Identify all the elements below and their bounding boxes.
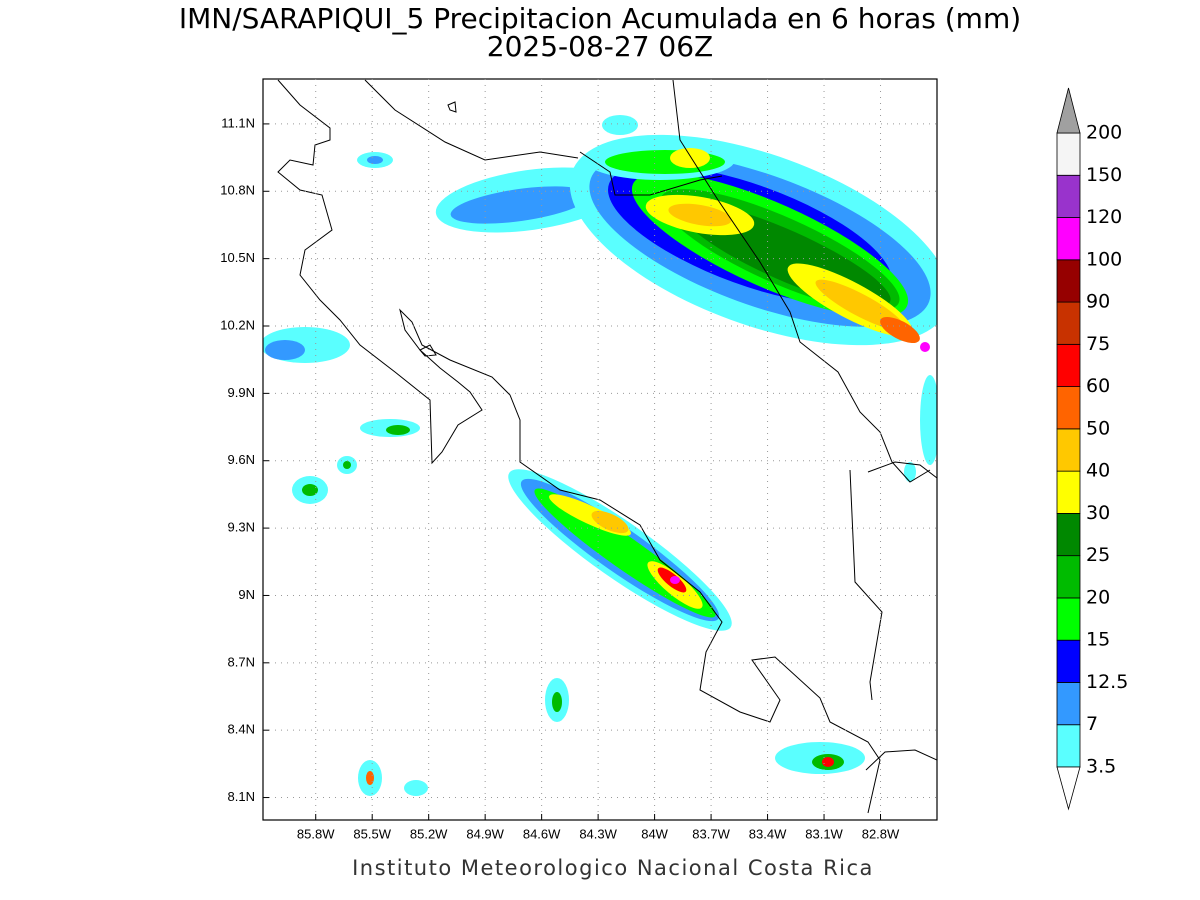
colorbar-label: 7: [1086, 713, 1098, 735]
x-tick-label: 84.3W: [579, 826, 617, 841]
colorbar-label: 75: [1086, 333, 1110, 355]
x-tick-label: 82.8W: [862, 826, 900, 841]
y-tick-label: 8.7N: [228, 654, 255, 669]
x-tick-label: 84.6W: [523, 826, 561, 841]
colorbar-label: 150: [1086, 164, 1122, 186]
colorbar-label: 120: [1086, 206, 1122, 228]
y-tick-label: 10.5N: [220, 250, 255, 265]
y-tick-label: 9.3N: [228, 520, 255, 535]
colorbar-box: [1056, 343, 1081, 388]
colorbar-box: [1056, 724, 1081, 768]
colorbar-label: 200: [1086, 122, 1122, 144]
x-tick-label: 84.9W: [466, 826, 504, 841]
precipitation-field: [263, 115, 937, 796]
x-tick-label: 83.4W: [749, 826, 787, 841]
colorbar-box: [1056, 555, 1081, 599]
colorbar-label: 12.5: [1086, 671, 1128, 693]
colorbar-label: 90: [1086, 291, 1110, 313]
y-tick-label: 10.2N: [220, 317, 255, 332]
colorbar-label: 3.5: [1086, 756, 1116, 778]
colorbar-box: [1056, 386, 1081, 430]
colorbar-box: [1056, 217, 1081, 261]
colorbar-label: 50: [1086, 417, 1110, 439]
colorbar-label: 25: [1086, 544, 1110, 566]
colorbar-box: [1056, 639, 1081, 683]
colorbar-box: [1056, 682, 1081, 726]
colorbar-under: [1056, 766, 1081, 811]
colorbar-box: [1056, 513, 1081, 557]
map-subtitle: 2025-08-27 06Z: [487, 30, 713, 63]
colorbar-box: [1056, 470, 1081, 514]
coastlines: [277, 79, 937, 814]
y-tick-label: 9.9N: [228, 385, 255, 400]
x-tick-label: 85.8W: [297, 826, 335, 841]
colorbar-box: [1056, 259, 1081, 303]
colorbar-box: [1056, 174, 1081, 218]
colorbar-label: 40: [1086, 460, 1110, 482]
x-tick-label: 85.5W: [353, 826, 391, 841]
x-tick-label: 83.1W: [805, 826, 843, 841]
colorbar-label: 60: [1086, 375, 1110, 397]
map-frame: [262, 78, 938, 821]
y-tick-label: 9N: [238, 587, 255, 602]
y-tick-label: 8.4N: [228, 722, 255, 737]
colorbar-label: 20: [1086, 586, 1110, 608]
colorbar-box: [1056, 132, 1081, 176]
y-tick-label: 8.1N: [228, 789, 255, 804]
colorbar-box: [1056, 301, 1081, 345]
map-title: IMN/SARAPIQUI_5 Precipitacion Acumulada …: [179, 2, 1021, 35]
x-tick-label: 85.2W: [410, 826, 448, 841]
colorbar-label: 100: [1086, 248, 1122, 270]
y-tick-label: 10.8N: [220, 183, 255, 198]
x-tick-label: 84W: [641, 826, 668, 841]
colorbar-over: [1056, 87, 1081, 134]
colorbar-box: [1056, 597, 1081, 641]
colorbar-label: 30: [1086, 502, 1110, 524]
x-tick-label: 83.7W: [692, 826, 730, 841]
colorbar-label: 15: [1086, 629, 1110, 651]
y-tick-label: 11.1N: [221, 115, 255, 130]
y-tick-label: 9.6N: [228, 452, 255, 467]
colorbar-box: [1056, 428, 1081, 472]
map-footer: Instituto Meteorologico Nacional Costa R…: [352, 856, 874, 880]
